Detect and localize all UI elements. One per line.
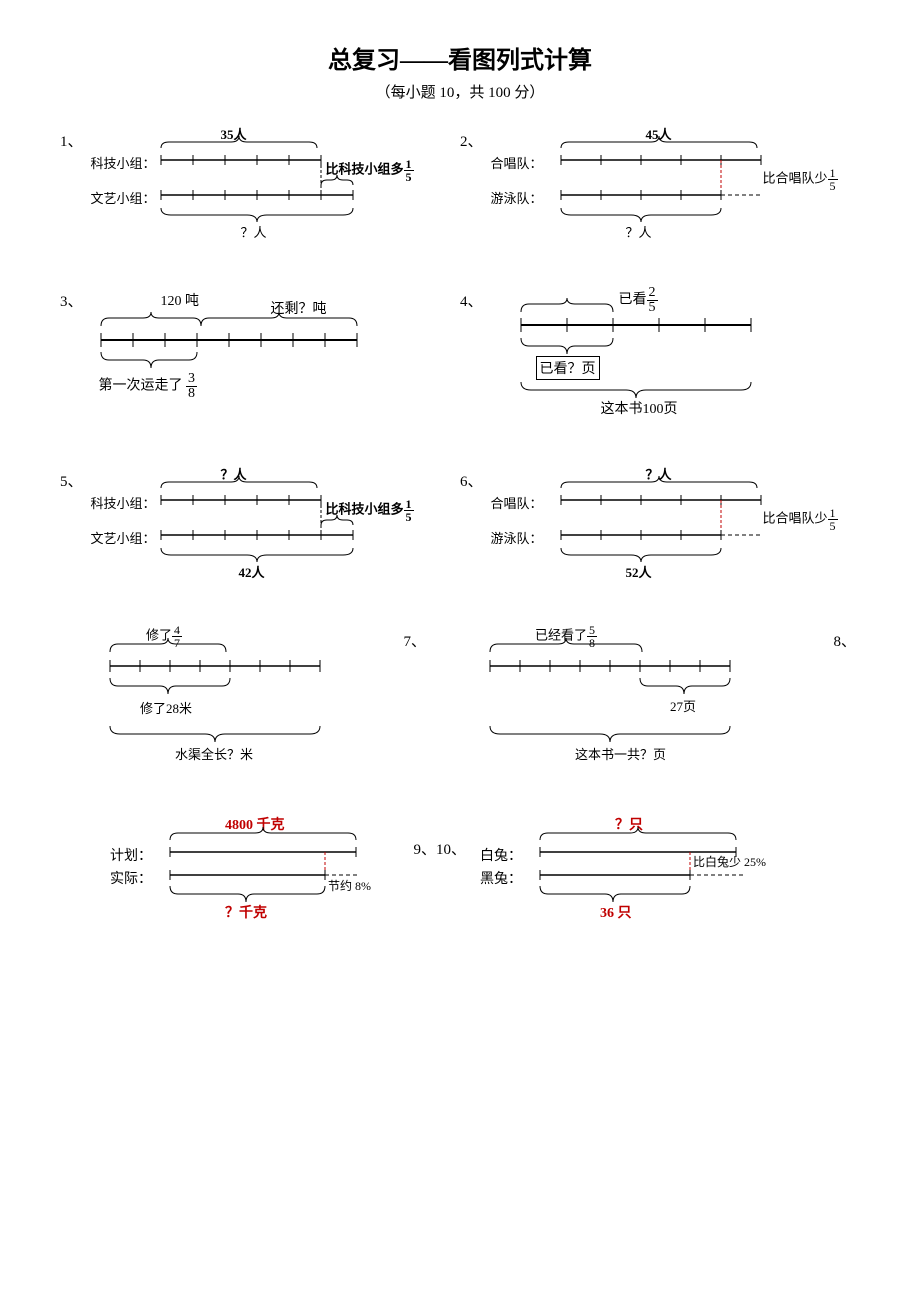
q9-row1-label: 计划： [110,845,152,865]
q2-frac-d: 5 [828,180,838,192]
row-5: 9、 4800 千克 [60,820,860,920]
q10-bottom: 36 只 [600,902,632,922]
q6-bottom: 52人 [626,562,652,581]
q5-bottom: 42人 [239,562,265,581]
q6: 6、 ？人 [460,470,860,580]
q3: 3、 120 吨 还剩？吨 [60,290,460,410]
q7-frac-d: 7 [172,637,182,649]
q1-row1-label: 科技小组： [91,153,156,172]
page-title: 总复习——看图列式计算 [60,40,860,75]
q10-number: 10、 [436,838,466,859]
q10: 10、 ？只 白兔： 黑兔： 比白兔少 25% [460,820,860,920]
row-4: 7、 [60,630,860,770]
q10-row1-label: 白兔： [480,845,522,865]
q7-bottom-text: 水渠全长？米 [175,744,253,763]
q5-number: 5、 [60,470,83,491]
q8-frac-d: 8 [587,637,597,649]
q8-number: 8、 [833,630,856,651]
q6-compare: 比合唱队少 [763,510,828,525]
q1-compare: 比科技小组多 [326,161,404,176]
q9: 9、 4800 千克 [60,820,460,920]
q2-row2-label: 游泳队： [491,188,543,207]
q1: 1、 35人 [60,130,460,240]
q5: 5、 ？人 [60,470,460,580]
q4-mid-text: 已看？页 [536,356,600,380]
q4-number: 4、 [460,290,483,311]
page-subtitle: （每小题 10，共 100 分） [60,81,860,102]
q9-row2-label: 实际： [110,868,152,888]
q7-mid-text: 修了28米 [140,698,192,717]
q8-right-text: 27页 [670,696,696,715]
q7-number: 7、 [403,630,426,651]
q9-bottom: ？千克 [225,902,267,922]
q4-bottom-text: 这本书100页 [601,398,678,418]
q6-row1-label: 合唱队： [491,493,543,512]
q3-frac-d: 8 [186,387,197,401]
q3-bottom-text: 第一次运走了 [99,379,183,394]
q8-top-text: 已经看了 [535,627,587,642]
q4-frac-d: 5 [647,301,658,315]
row-3: 5、 ？人 [60,470,860,580]
q4-top-text: 已看 [619,293,647,308]
q4: 4、 [460,290,860,420]
q2-row1-label: 合唱队： [491,153,543,172]
q5-frac-d: 5 [404,511,414,523]
q1-bottom-unknown: ？人 [241,222,267,241]
q5-row1-label: 科技小组： [91,493,156,512]
q8-bottom-text: 这本书一共？页 [575,744,666,763]
q6-number: 6、 [460,470,483,491]
q10-right: 比白兔少 25% [693,853,766,870]
q2-number: 2、 [460,130,483,151]
q3-frac-n: 3 [186,372,197,387]
q6-frac-d: 5 [828,520,838,532]
q1-frac-d: 5 [404,171,414,183]
q6-row2-label: 游泳队： [491,528,543,547]
q3-number: 3、 [60,290,83,311]
q5-compare: 比科技小组多 [326,501,404,516]
q1-row2-label: 文艺小组： [91,188,156,207]
q9-number: 9、 [413,838,436,859]
q4-frac-n: 2 [647,286,658,301]
row-2: 3、 120 吨 还剩？吨 [60,290,860,420]
q2-compare: 比合唱队少 [763,170,828,185]
q5-row2-label: 文艺小组： [91,528,156,547]
q1-number: 1、 [60,130,83,151]
q2: 2、 45人 [460,130,860,240]
q7-top-text: 修了 [146,627,172,642]
q2-bottom-unknown: ？人 [626,222,652,241]
q10-row2-label: 黑兔： [480,868,522,888]
q9-right: 节约 8% [328,877,371,894]
q7: 7、 [60,630,460,770]
q8: 8、 [460,630,860,770]
row-1: 1、 35人 [60,130,860,240]
